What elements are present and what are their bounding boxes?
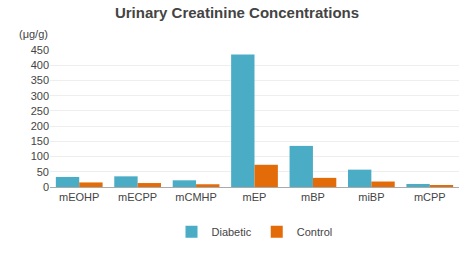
svg-text:250: 250 xyxy=(31,105,49,117)
svg-text:mCMHP: mCMHP xyxy=(175,191,217,203)
svg-text:100: 100 xyxy=(31,150,49,162)
svg-text:450: 450 xyxy=(31,44,49,56)
svg-text:mCPP: mCPP xyxy=(414,191,446,203)
svg-text:150: 150 xyxy=(31,135,49,147)
svg-text:350: 350 xyxy=(31,74,49,86)
svg-text:mECPP: mECPP xyxy=(118,191,157,203)
svg-text:mEP: mEP xyxy=(243,191,267,203)
svg-text:(μg/g): (μg/g) xyxy=(19,28,48,40)
svg-text:Control: Control xyxy=(297,226,332,238)
svg-text:Urinary Creatinine Concentrati: Urinary Creatinine Concentrations xyxy=(115,4,359,21)
svg-text:miBP: miBP xyxy=(358,191,384,203)
svg-text:mEOHP: mEOHP xyxy=(59,191,99,203)
svg-text:200: 200 xyxy=(31,120,49,132)
svg-text:300: 300 xyxy=(31,90,49,102)
svg-text:400: 400 xyxy=(31,59,49,71)
svg-text:0: 0 xyxy=(43,181,49,193)
svg-text:mBP: mBP xyxy=(301,191,325,203)
svg-text:Diabetic: Diabetic xyxy=(212,226,252,238)
svg-text:50: 50 xyxy=(37,166,49,178)
